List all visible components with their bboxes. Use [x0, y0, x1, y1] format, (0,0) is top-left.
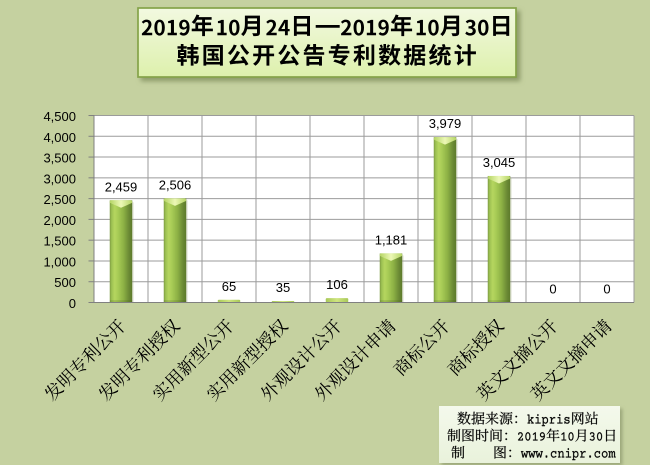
- svg-text:3,000: 3,000: [43, 171, 76, 186]
- svg-text:0: 0: [69, 296, 76, 311]
- svg-text:2,000: 2,000: [43, 213, 76, 228]
- svg-text:2,506: 2,506: [159, 177, 192, 192]
- svg-text:0: 0: [549, 282, 556, 297]
- svg-text:1,181: 1,181: [375, 232, 408, 247]
- svg-text:2,500: 2,500: [43, 192, 76, 207]
- svg-text:4,500: 4,500: [43, 109, 76, 124]
- svg-text:106: 106: [326, 277, 348, 292]
- svg-text:2,459: 2,459: [105, 179, 138, 194]
- svg-text:4,000: 4,000: [43, 130, 76, 145]
- svg-text:0: 0: [603, 282, 610, 297]
- svg-text:1,500: 1,500: [43, 234, 76, 249]
- svg-text:1,000: 1,000: [43, 254, 76, 269]
- svg-text:3,500: 3,500: [43, 151, 76, 166]
- svg-text:500: 500: [54, 275, 76, 290]
- svg-text:35: 35: [276, 280, 290, 295]
- svg-text:3,045: 3,045: [483, 155, 516, 170]
- svg-text:65: 65: [222, 279, 236, 294]
- svg-text:3,979: 3,979: [429, 116, 462, 131]
